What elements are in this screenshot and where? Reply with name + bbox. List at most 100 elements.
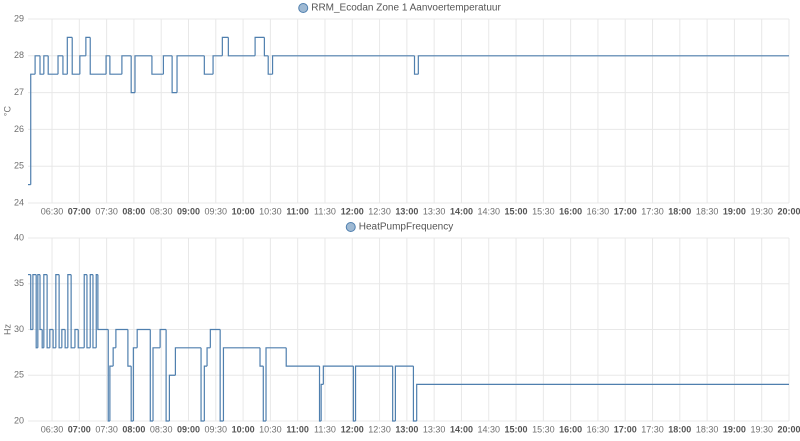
step-segment	[34, 55, 41, 75]
x-tick-label: 07:00	[68, 206, 91, 216]
step-segment	[74, 328, 79, 348]
step-segment	[32, 274, 37, 330]
step-segment	[352, 366, 356, 422]
step-segment	[127, 329, 132, 367]
step-segment	[61, 328, 66, 348]
x-tick-label: 20:00	[777, 424, 800, 434]
legend-swatch	[345, 222, 356, 232]
y-tick-label: 24	[14, 197, 24, 207]
x-tick-label: 18:00	[668, 424, 691, 434]
x-tick-label: 12:30	[368, 424, 391, 434]
step-segment	[354, 365, 393, 421]
x-tick-label: 19:00	[723, 206, 746, 216]
step-segment	[227, 37, 256, 57]
x-tick-label: 12:00	[341, 206, 364, 216]
step-segment	[121, 55, 132, 75]
x-tick-label: 09:30	[205, 206, 228, 216]
x-tick-label: 09:30	[205, 424, 228, 434]
step-segment	[58, 274, 62, 349]
step-segment	[52, 329, 56, 349]
step-segment	[46, 274, 50, 349]
step-segment	[212, 55, 223, 75]
y-tick-label: 20	[14, 415, 24, 425]
step-segment	[151, 55, 164, 75]
x-tick-label: 12:00	[341, 424, 364, 434]
step-segment	[47, 55, 59, 75]
step-segment	[134, 55, 152, 93]
step-segment	[136, 328, 151, 348]
step-segment	[265, 347, 287, 421]
step-segment	[162, 55, 173, 75]
x-tick-label: 12:30	[368, 206, 391, 216]
step-segment	[109, 365, 114, 421]
step-segment	[86, 274, 91, 349]
x-tick-label: 10:30	[259, 206, 282, 216]
x-tick-label: 20:00	[777, 206, 800, 216]
step-segment	[112, 347, 116, 367]
step-segment	[30, 73, 36, 185]
x-tick-label: 16:00	[559, 206, 582, 216]
step-segment	[417, 55, 789, 75]
step-segment	[89, 37, 107, 75]
step-segment	[39, 55, 44, 75]
x-tick-label: 10:30	[259, 424, 282, 434]
step-segment	[259, 347, 264, 367]
step-segment	[92, 274, 97, 349]
x-tick-label: 15:00	[505, 424, 528, 434]
x-tick-label: 14:30	[477, 206, 500, 216]
x-tick-label: 16:30	[587, 206, 610, 216]
y-tick-label: 28	[14, 50, 24, 60]
x-tick-label: 17:30	[641, 206, 664, 216]
step-segment	[105, 55, 110, 75]
step-segment	[254, 36, 265, 56]
x-tick-label: 07:30	[95, 424, 118, 434]
step-segment	[171, 55, 178, 94]
x-tick-label: 17:00	[614, 424, 637, 434]
y-tick-label: 29	[14, 13, 24, 23]
step-segment	[416, 383, 789, 421]
step-segment	[176, 55, 205, 93]
legend-label: HeatPumpFrequency	[359, 222, 454, 233]
step-segment	[115, 328, 128, 348]
x-tick-label: 13:00	[395, 206, 418, 216]
x-tick-label: 13:30	[423, 424, 446, 434]
step-segment	[168, 374, 176, 421]
x-tick-label: 15:30	[532, 424, 555, 434]
step-segment	[392, 366, 396, 422]
y-tick-label: 25	[14, 370, 24, 380]
x-tick-label: 07:00	[68, 424, 91, 434]
y-tick-label: 35	[14, 278, 24, 288]
y-tick-label: 25	[14, 161, 24, 171]
step-segment	[174, 347, 202, 376]
x-tick-label: 08:30	[150, 206, 173, 216]
x-tick-label: 18:00	[668, 206, 691, 216]
step-segment	[71, 37, 80, 75]
step-segment	[70, 274, 75, 349]
x-tick-label: 06:30	[41, 206, 64, 216]
step-segment	[130, 55, 135, 94]
x-tick-label: 19:30	[750, 424, 773, 434]
step-segment	[262, 366, 267, 422]
x-tick-label: 14:00	[450, 206, 473, 216]
step-segment	[285, 347, 320, 367]
x-tick-label: 08:00	[122, 206, 145, 216]
y-tick-label: 40	[14, 232, 24, 242]
x-tick-label: 11:30	[314, 424, 336, 434]
step-segment	[130, 366, 134, 422]
step-segment	[206, 347, 211, 367]
x-tick-label: 19:30	[750, 206, 773, 216]
step-segment	[263, 37, 269, 57]
step-segment	[271, 55, 415, 75]
step-segment	[79, 55, 86, 75]
y-tick-label: 30	[14, 324, 24, 334]
step-segment	[219, 329, 224, 422]
x-tick-label: 11:00	[286, 206, 309, 216]
x-tick-label: 18:30	[696, 424, 719, 434]
x-tick-label: 16:30	[587, 424, 610, 434]
legend-swatch	[298, 3, 309, 13]
step-segment	[209, 328, 221, 348]
step-segment	[64, 329, 68, 349]
step-segment	[149, 329, 154, 422]
y-tick-label: 27	[14, 87, 24, 97]
